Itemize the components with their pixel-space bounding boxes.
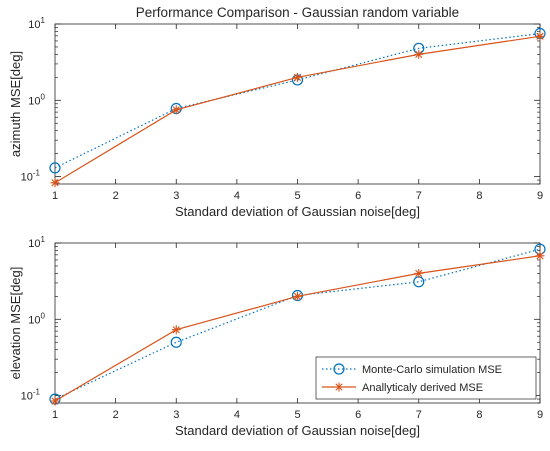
y-tick-label: 10-1 xyxy=(21,169,41,184)
y-tick-label: 10-1 xyxy=(21,388,41,403)
x-tick-label: 6 xyxy=(355,190,361,202)
data-point-star xyxy=(414,268,424,278)
series-line xyxy=(55,248,540,400)
series-analytic xyxy=(50,31,545,188)
x-axis-label: Standard deviation of Gaussian noise[deg… xyxy=(175,423,420,438)
x-tick-label: 9 xyxy=(537,409,543,421)
x-tick-label: 5 xyxy=(294,409,300,421)
y-tick-base: 10 xyxy=(21,172,33,184)
axes-box xyxy=(54,23,541,185)
data-point-star xyxy=(50,396,60,406)
data-point-circle xyxy=(49,162,61,174)
legend-label: Anallyticaly derived MSE xyxy=(362,382,483,394)
y-tick-base: 10 xyxy=(28,314,40,326)
data-point-star xyxy=(535,251,545,261)
chart-title: Performance Comparison - Gaussian random… xyxy=(136,5,459,20)
x-tick-label: 1 xyxy=(52,409,58,421)
legend-box xyxy=(315,356,537,400)
y-tick-exponent: -1 xyxy=(33,169,41,178)
x-tick-label: 8 xyxy=(476,190,482,202)
x-tick-label: 5 xyxy=(294,190,300,202)
y-axis-label: azimuth MSE[deg] xyxy=(8,51,23,157)
y-tick-base: 10 xyxy=(21,391,33,403)
data-point-star xyxy=(414,49,424,59)
y-tick-exponent: 0 xyxy=(41,92,46,101)
y-axis-label: elevation MSE[deg] xyxy=(8,267,23,380)
y-tick-base: 10 xyxy=(28,19,40,31)
legend: Monte-Carlo simulation MSE Anallyticaly d… xyxy=(315,356,537,400)
x-tick-label: 8 xyxy=(476,409,482,421)
data-point-star xyxy=(171,105,181,115)
x-tick-label: 4 xyxy=(234,409,240,421)
y-tick-label: 101 xyxy=(28,235,45,250)
data-point-star xyxy=(293,72,302,82)
y-tick-label: 101 xyxy=(28,16,45,31)
data-point-star xyxy=(293,291,302,301)
legend-marker-star xyxy=(334,382,344,392)
series-analytic xyxy=(50,251,545,406)
x-tick-label: 2 xyxy=(113,409,119,421)
data-point-star xyxy=(50,178,60,188)
x-tick-label: 2 xyxy=(113,190,119,202)
legend-marker-circle xyxy=(333,363,345,375)
y-tick-base: 10 xyxy=(28,95,40,107)
y-tick-exponent: 1 xyxy=(41,16,46,25)
data-point-star xyxy=(171,325,181,335)
x-tick-label: 9 xyxy=(537,190,543,202)
y-tick-label: 100 xyxy=(28,92,45,107)
legend-label: Monte-Carlo simulation MSE xyxy=(362,364,502,376)
x-tick-label: 3 xyxy=(173,409,179,421)
y-tick-base: 10 xyxy=(28,238,40,250)
data-point-circle xyxy=(170,336,182,348)
x-tick-label: 6 xyxy=(355,409,361,421)
y-tick-exponent: 1 xyxy=(41,235,46,244)
x-tick-label: 7 xyxy=(416,190,422,202)
x-tick-label: 3 xyxy=(173,190,179,202)
x-axis-label: Standard deviation of Gaussian noise[deg… xyxy=(175,204,420,219)
x-tick-label: 1 xyxy=(52,190,58,202)
x-tick-label: 7 xyxy=(416,409,422,421)
y-tick-exponent: -1 xyxy=(33,388,41,397)
x-tick-label: 4 xyxy=(234,190,240,202)
y-tick-label: 100 xyxy=(28,311,45,326)
data-point-star xyxy=(535,31,545,41)
y-tick-exponent: 0 xyxy=(41,311,46,320)
